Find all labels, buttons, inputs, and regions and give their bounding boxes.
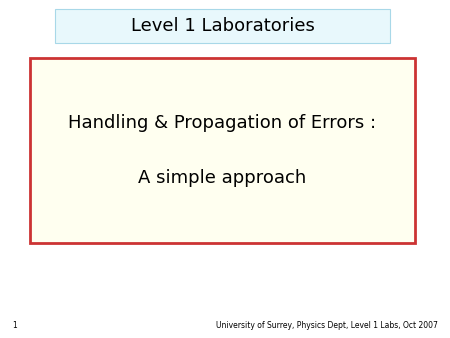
FancyBboxPatch shape — [55, 9, 390, 43]
Text: 1: 1 — [12, 321, 17, 330]
Text: A simple approach: A simple approach — [139, 169, 306, 187]
FancyBboxPatch shape — [30, 58, 415, 243]
Text: University of Surrey, Physics Dept, Level 1 Labs, Oct 2007: University of Surrey, Physics Dept, Leve… — [216, 321, 438, 330]
Text: Level 1 Laboratories: Level 1 Laboratories — [130, 17, 315, 35]
Text: Handling & Propagation of Errors :: Handling & Propagation of Errors : — [68, 114, 377, 132]
